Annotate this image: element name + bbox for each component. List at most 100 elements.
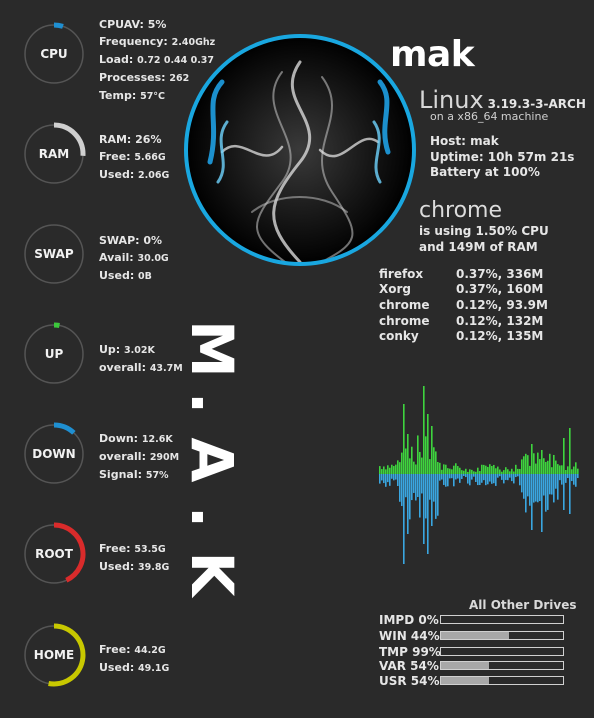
visualizer-bar-up <box>447 468 449 474</box>
visualizer-bar-up <box>423 386 425 474</box>
visualizer-bar-down <box>569 474 571 514</box>
visualizer-bar-up <box>567 466 569 474</box>
visualizer-bar-up <box>385 469 387 474</box>
visualizer-bar-down <box>467 474 469 484</box>
ram-gauge-label: RAM <box>38 147 70 161</box>
home-gauge: HOME <box>22 623 86 687</box>
process-table: firefox 0.37%, 336M Xorg 0.37%, 160M chrom… <box>379 266 548 344</box>
visualizer-bar-down <box>435 474 437 519</box>
visualizer-bar-up <box>515 464 517 474</box>
visualizer-bar-down <box>543 474 545 496</box>
top-process-cpu: is using 1.50% CPU <box>419 224 549 238</box>
swap-usage: SWAP: 0% <box>99 234 163 247</box>
visualizer-bar-up <box>497 466 499 474</box>
visualizer-bar-down <box>511 474 513 482</box>
visualizer-bar-up <box>573 466 575 474</box>
visualizer-bar-down <box>549 474 551 495</box>
visualizer-bar-up <box>419 451 421 474</box>
visualizer-bar-up <box>395 464 397 474</box>
visualizer-bar-up <box>479 471 481 474</box>
visualizer-bar-down <box>403 474 405 564</box>
visualizer-bar-up <box>481 464 483 474</box>
visualizer-bar-down <box>487 474 489 485</box>
visualizer-bar-down <box>565 474 567 483</box>
visualizer-bar-down <box>479 474 481 485</box>
visualizer-bar-down <box>397 474 399 487</box>
cpu-gauge: CPU <box>22 22 86 86</box>
drive-bar <box>440 676 564 685</box>
cpu-load: 0.72 0.44 0.37 <box>137 55 215 66</box>
os-name: Linux <box>419 86 484 114</box>
up-stats: Up: 3.02K overall: 43.7M <box>99 341 183 377</box>
up-speed-label: Up: <box>99 343 125 356</box>
visualizer-bar-up <box>493 464 495 474</box>
visualizer-bar-down <box>491 474 493 484</box>
visualizer-bar-down <box>501 474 503 480</box>
down-signal: 57% <box>145 470 169 481</box>
visualizer-bar-down <box>509 474 511 478</box>
visualizer-bar-down <box>419 474 421 518</box>
visualizer-bar-up <box>547 460 549 474</box>
visualizer-bar-up <box>403 404 405 474</box>
down-stats: Down: 12.6K overall: 290M Signal: 57% <box>99 430 179 484</box>
process-name: firefox <box>379 266 424 281</box>
visualizer-bar-up <box>511 468 513 474</box>
visualizer-bar-up <box>439 462 441 474</box>
swap-used: 0B <box>138 271 152 282</box>
visualizer-bar-up <box>411 446 413 474</box>
swap-avail: 30.0G <box>137 253 169 264</box>
root-free: 53.5G <box>134 544 166 555</box>
visualizer-bar-up <box>509 471 511 474</box>
visualizer-bar-down <box>411 474 413 501</box>
visualizer-bar-up <box>553 454 555 474</box>
visualizer-bar-up <box>381 469 383 474</box>
down-signal-label: Signal: <box>99 468 146 481</box>
cpu-usage: CPUAV: 5% <box>99 18 167 31</box>
ram-free-label: Free: <box>99 150 135 163</box>
visualizer-bar-down <box>563 474 565 510</box>
visualizer-bar-up <box>519 468 521 474</box>
visualizer-bar-down <box>485 474 487 486</box>
cpu-temp-label: Temp: <box>99 89 141 102</box>
visualizer-bar-down <box>407 474 409 534</box>
visualizer-bar-down <box>433 474 435 502</box>
visualizer-bar-up <box>485 465 487 474</box>
cpu-frequency: 2.40Ghz <box>171 37 216 48</box>
big-letter: K <box>178 551 246 597</box>
down-overall-label: overall: <box>99 450 150 463</box>
visualizer-bar-down <box>523 474 525 499</box>
visualizer-bar-up <box>415 464 417 474</box>
visualizer-bar-up <box>433 447 435 474</box>
visualizer-bar-down <box>441 474 443 480</box>
visualizer-bar-down <box>527 474 529 497</box>
home-gauge-label: HOME <box>33 648 75 662</box>
visualizer-bar-down <box>503 474 505 484</box>
hostname-title: mak <box>390 34 475 75</box>
architecture: on a x86_64 machine <box>430 110 549 123</box>
visualizer-bar-up <box>475 471 477 474</box>
gauge-arc <box>53 22 64 29</box>
visualizer-bar-up <box>531 444 533 474</box>
down-overall: 290M <box>149 452 180 463</box>
visualizer-bar-up <box>551 467 553 474</box>
visualizer-bar-up <box>457 466 459 474</box>
root-used: 39.8G <box>138 562 170 573</box>
root-gauge: ROOT <box>22 522 86 586</box>
home-used-label: Used: <box>99 661 139 674</box>
visualizer-bar-up <box>449 468 451 474</box>
root-ring <box>24 522 86 584</box>
visualizer-bar-down <box>417 474 419 497</box>
visualizer-bar-up <box>387 465 389 474</box>
root-stats: Free: 53.5G Used: 39.8G <box>99 540 169 576</box>
visualizer-bar-down <box>415 474 417 501</box>
drive-bar <box>440 661 564 670</box>
visualizer-bar-down <box>437 474 439 516</box>
visualizer-bar-down <box>577 474 579 479</box>
visualizer-bar-up <box>427 414 429 474</box>
cpu-load-label: Load: <box>99 53 138 66</box>
visualizer-bar-down <box>455 474 457 480</box>
top-process-name: chrome <box>419 198 503 223</box>
visualizer-bar-up <box>393 466 395 474</box>
visualizer-bar-down <box>431 474 433 526</box>
process-name: Xorg <box>379 282 412 297</box>
